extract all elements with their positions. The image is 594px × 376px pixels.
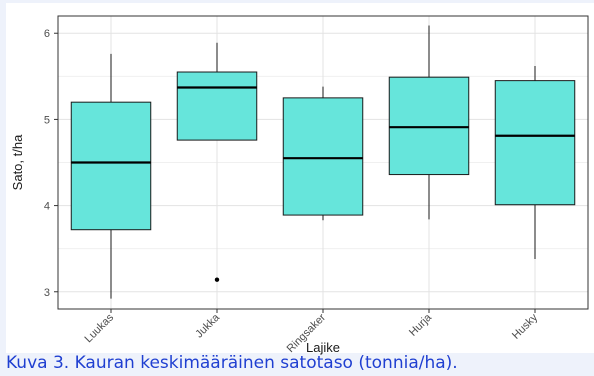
y-axis: 3 4 5 6 xyxy=(44,28,58,299)
box-hurja xyxy=(388,76,470,176)
y-axis-label: Sato, t/ha xyxy=(10,134,25,190)
outlier-point xyxy=(214,277,220,282)
y-tick-label: 5 xyxy=(44,114,50,126)
y-tick-label: 4 xyxy=(44,201,50,213)
figure-caption: Kuva 3. Kauran keskimääräinen satotaso (… xyxy=(6,353,458,373)
box-luukas xyxy=(70,101,152,231)
y-tick-label: 3 xyxy=(44,287,50,299)
box-husky xyxy=(494,80,576,206)
x-axis-label: Lajike xyxy=(306,340,340,355)
boxes-layer xyxy=(70,25,576,299)
box-jukka xyxy=(176,71,258,141)
box-ringsaker xyxy=(282,97,364,216)
y-tick-label: 6 xyxy=(44,28,50,40)
